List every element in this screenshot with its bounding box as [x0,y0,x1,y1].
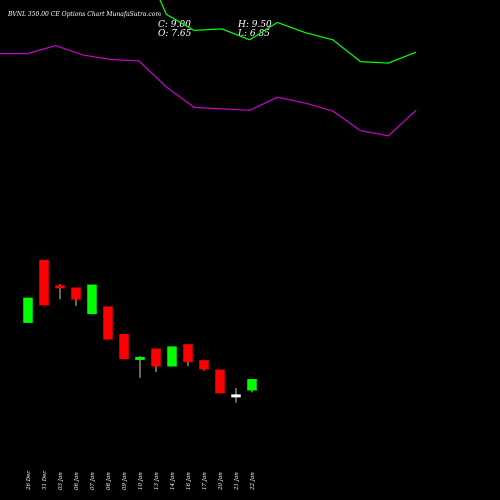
x-tick-label: 09 Jan [122,472,128,490]
candle-body [23,297,33,323]
x-tick-label: 26 Dec [26,471,32,492]
indicator-line-1 [159,0,417,64]
candle-body [103,306,113,340]
candle [167,346,177,367]
candle-body [167,346,177,367]
x-tick-label: 10 Jan [138,472,144,490]
candle [71,287,81,306]
x-tick-label: 16 Jan [186,472,192,490]
x-tick-label: 31 Dec [42,471,48,491]
candle [199,360,209,371]
x-tick-label: 22 Jan [250,472,256,491]
candles [23,259,257,403]
low-value: L: 6.85 [237,29,270,39]
x-tick-label: 17 Jan [202,472,208,490]
candle [39,259,49,306]
candle [151,348,161,373]
x-tick-label: 13 Jan [154,472,160,490]
candle-body [135,356,145,360]
x-tick-label: 08 Jan [106,472,112,490]
candle-body [87,284,97,315]
indicator-lines [0,0,417,137]
candle [23,297,33,323]
x-tick-label: 07 Jan [90,472,96,490]
candle-body [199,360,209,370]
candle-body [247,379,257,391]
candle [135,356,145,378]
close-value: C: 9.00 [158,20,191,30]
x-tick-label: 06 Jan [74,472,80,490]
candle [87,284,97,315]
candle-body [71,287,81,300]
chart-title: BVNL 350.00 CE Options Chart MunafaSutra… [7,11,161,18]
candle-body [215,369,225,394]
candle-body [39,259,49,306]
candle [215,369,225,394]
candle [247,379,257,393]
candle [103,306,113,340]
x-axis-ticks: 26 Dec 31 Dec 03 Jan 06 Jan 07 Jan 08 Jan 09 J… [26,471,256,492]
candle [183,344,193,367]
x-tick-label: 21 Jan [234,472,240,491]
high-value: H: 9.50 [237,20,272,30]
candle-body [119,334,129,360]
x-tick-label: 03 Jan [58,472,64,490]
x-tick-label: 14 Jan [170,472,176,490]
candle [55,284,65,300]
open-value: O: 7.65 [158,29,192,39]
candle [119,334,129,360]
candle [231,388,241,403]
candle-body [231,394,241,398]
candle-body [151,348,161,367]
candle-body [55,285,65,289]
candle-body [183,344,193,363]
x-tick-label: 20 Jan [218,472,224,491]
indicator-line-2 [0,44,417,137]
